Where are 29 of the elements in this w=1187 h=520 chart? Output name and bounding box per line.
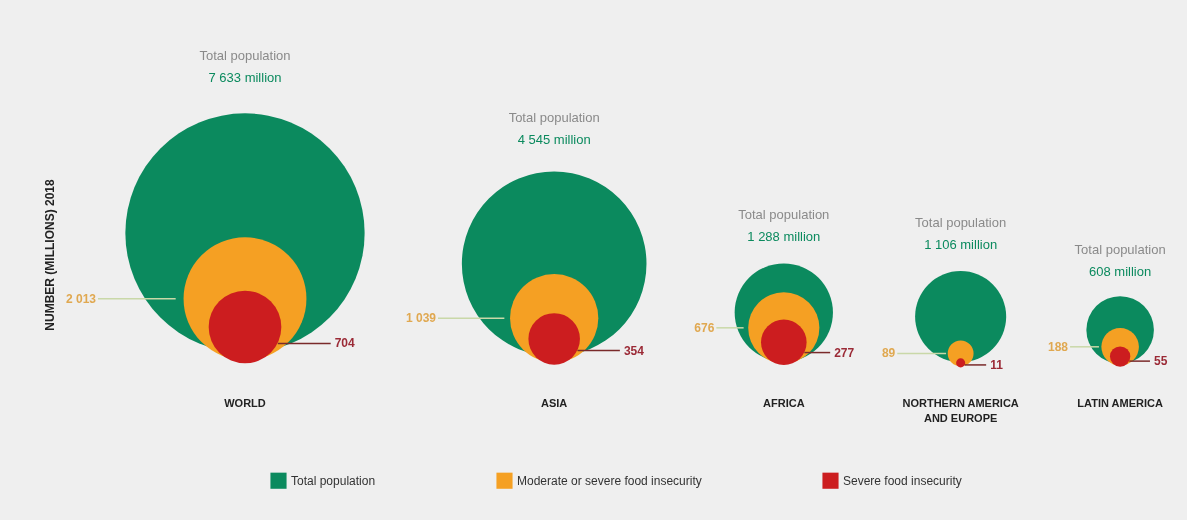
data-label: 89 — [881, 346, 896, 361]
category-label: NORTHERN AMERICA AND EUROPE — [902, 397, 1019, 424]
data-label: 704 — [334, 336, 356, 351]
text: Total population — [508, 109, 600, 125]
legend-label: Moderate or severe food insecurity — [517, 473, 702, 488]
data-label: 1 106 million — [924, 237, 998, 253]
data-label: 1 288 million — [747, 229, 821, 245]
category-label: ASIA — [541, 397, 568, 409]
text: Total population — [1074, 241, 1166, 257]
category-label: LATIN AMERICA — [1077, 397, 1163, 409]
data-label: 608 million — [1089, 263, 1152, 279]
text: Total population — [915, 215, 1007, 231]
legend-label: Severe food insecurity — [843, 473, 962, 488]
data-label: 4 545 million — [517, 131, 591, 147]
data-label: 676 — [694, 320, 715, 335]
category-label: WORLD — [224, 397, 266, 409]
text: NUMBER (MILLIONS) 2018 — [43, 179, 57, 331]
data-label: 7 633 million — [208, 70, 282, 85]
text: Total population — [199, 48, 291, 63]
data-label: 1 039 — [405, 311, 437, 326]
category-label: AFRICA — [763, 397, 805, 409]
text: Total population — [738, 207, 830, 223]
data-label: 277 — [834, 345, 855, 360]
data-label: 11 — [990, 357, 1004, 372]
data-label: 2 013 — [65, 291, 97, 306]
data-label: 188 — [1048, 339, 1069, 354]
legend-label: Total population — [291, 473, 376, 488]
data-label: 354 — [623, 343, 645, 358]
data-label: 55 — [1153, 354, 1168, 369]
